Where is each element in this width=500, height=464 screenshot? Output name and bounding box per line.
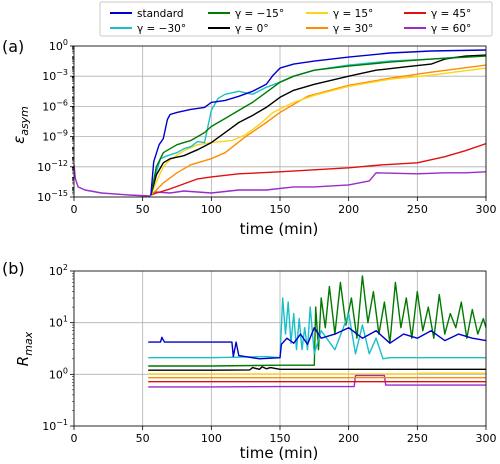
panel-a-ylabel-main: ε xyxy=(10,136,28,144)
x-tick-label: 300 xyxy=(476,432,497,445)
series-line xyxy=(148,366,486,371)
panel-b-xlabel: time (min) xyxy=(240,444,319,462)
x-tick-label: 0 xyxy=(71,432,78,445)
legend-label: γ = −15° xyxy=(235,8,284,20)
series-line xyxy=(148,372,486,375)
series-line xyxy=(150,67,487,196)
panel-b-ylabel: Rmax xyxy=(14,331,35,366)
x-tick-label: 150 xyxy=(270,203,291,216)
y-tick-label: 10−6 xyxy=(42,98,68,113)
x-tick-label: 100 xyxy=(201,203,222,216)
panel-a-xlabel: time (min) xyxy=(240,220,319,238)
panel-a-ylabel: εasym xyxy=(10,106,31,144)
x-tick-label: 200 xyxy=(338,203,359,216)
legend-label: γ = 15° xyxy=(333,8,373,20)
x-tick-label: 100 xyxy=(201,432,222,445)
panel-b-series xyxy=(148,275,487,388)
series-line xyxy=(148,275,487,367)
panel-b: (b) 0 50 100 150 200 250 300 102 101 100 10−1 time… xyxy=(2,259,497,462)
legend-frame xyxy=(99,1,493,37)
series-line xyxy=(150,49,487,196)
series-line xyxy=(150,142,487,196)
x-tick-label: 50 xyxy=(136,432,150,445)
y-tick-label: 10−9 xyxy=(42,129,68,144)
series-line xyxy=(73,164,487,197)
y-tick-label: 100 xyxy=(49,38,68,53)
x-tick-label: 300 xyxy=(476,203,497,216)
panel-a: (a) 0 50 100 150 200 250 300 100 10−3 10−6 10−9 10−… xyxy=(2,37,497,238)
series-line xyxy=(150,54,487,196)
y-tick-label: 10−12 xyxy=(37,159,68,174)
x-tick-label: 200 xyxy=(338,432,359,445)
series-line xyxy=(150,64,487,196)
legend-label: γ = −30° xyxy=(137,23,186,35)
legend-label: γ = 60° xyxy=(431,23,471,35)
legend-label: standard xyxy=(137,8,184,20)
x-tick-label: 250 xyxy=(407,203,428,216)
legend-label: γ = 30° xyxy=(333,23,373,35)
y-tick-label: 10−15 xyxy=(37,189,68,204)
series-line xyxy=(148,297,486,360)
legend-label: γ = 0° xyxy=(235,23,269,35)
legend-label: γ = 45° xyxy=(431,8,471,20)
y-tick-label: 101 xyxy=(49,315,68,330)
x-tick-label: 150 xyxy=(270,432,291,445)
y-tick-label: 100 xyxy=(49,366,68,381)
y-tick-label: 10−1 xyxy=(42,418,68,433)
x-tick-label: 0 xyxy=(71,203,78,216)
panel-a-ylabel-sub: asym xyxy=(18,106,31,136)
x-tick-label: 50 xyxy=(136,203,150,216)
legend: standard γ = −15° γ = 15° γ = 45° γ = −30° γ … xyxy=(99,1,493,37)
panel-b-letter: (b) xyxy=(2,259,25,278)
panel-b-ylabel-sub: max xyxy=(22,331,35,355)
y-tick-label: 10−3 xyxy=(42,68,68,83)
series-line xyxy=(148,327,487,360)
panel-a-letter: (a) xyxy=(2,37,24,56)
x-tick-label: 250 xyxy=(407,432,428,445)
panel-a-series xyxy=(73,49,487,197)
y-tick-label: 102 xyxy=(49,263,68,278)
panel-b-ylabel-main: R xyxy=(14,356,32,366)
series-line xyxy=(150,55,487,196)
